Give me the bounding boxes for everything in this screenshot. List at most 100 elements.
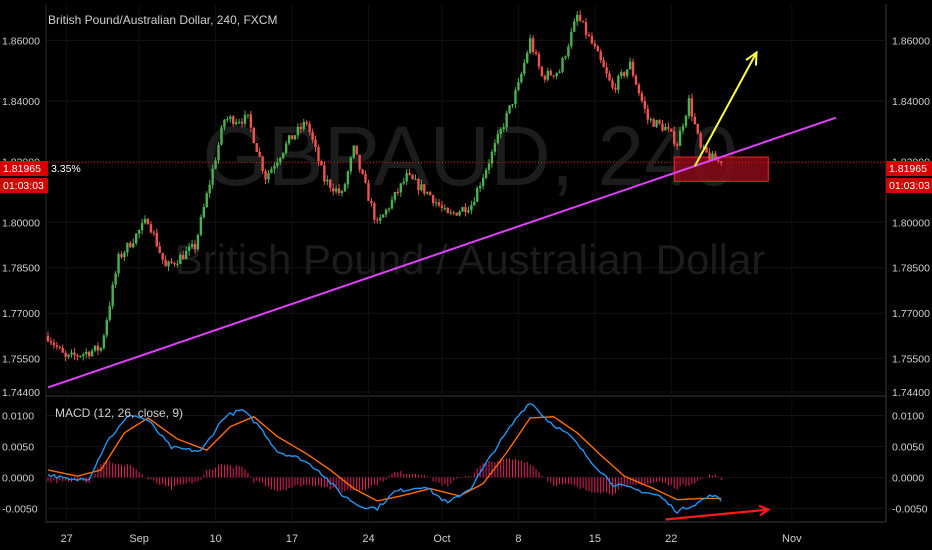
candle <box>390 195 394 210</box>
candle <box>176 260 179 268</box>
candle-body <box>655 120 658 127</box>
candle <box>334 185 338 195</box>
candle-body <box>331 187 335 192</box>
candle-body <box>190 243 194 247</box>
price-tick-label-right: 1.84000 <box>892 96 930 108</box>
signal-line <box>47 415 722 502</box>
candle-body <box>714 153 717 161</box>
candle <box>470 200 473 215</box>
candle-body <box>414 178 417 180</box>
candle-body <box>114 273 117 285</box>
candle-body <box>499 129 502 135</box>
candle-body <box>693 116 696 125</box>
candle-body <box>528 38 532 53</box>
candle <box>678 126 682 146</box>
candle <box>652 117 655 127</box>
candle <box>646 104 649 125</box>
candle-body <box>299 126 303 129</box>
candle <box>590 32 594 45</box>
candle <box>252 127 255 144</box>
candle-body <box>226 118 229 120</box>
candle <box>220 124 223 146</box>
candle <box>396 188 400 196</box>
left-countdown: 01:03:03 <box>3 180 44 192</box>
candle <box>552 75 555 79</box>
right-countdown-tag <box>886 178 932 193</box>
candle <box>85 348 88 359</box>
candle <box>311 128 314 144</box>
candle <box>537 51 541 70</box>
candle <box>661 119 664 132</box>
candle <box>576 11 579 26</box>
candle <box>114 270 117 289</box>
candle <box>352 145 355 160</box>
candle-body <box>628 61 632 70</box>
candle <box>473 197 476 207</box>
price-tick-label-right: 1.77000 <box>892 308 930 320</box>
candle <box>117 252 120 277</box>
candle <box>234 118 238 126</box>
price-pane[interactable] <box>46 10 886 389</box>
candle-body <box>76 355 79 357</box>
candle <box>58 345 61 350</box>
change-percent: 3.35% <box>51 163 81 175</box>
candle <box>376 216 379 224</box>
candle <box>508 104 511 115</box>
candle-body <box>343 184 347 192</box>
candle-body <box>67 354 70 357</box>
candle-body <box>258 152 261 157</box>
candle <box>705 146 708 154</box>
candle <box>602 56 605 68</box>
candle-body <box>508 105 511 113</box>
candle <box>467 206 470 214</box>
candle-body <box>420 184 423 191</box>
candle <box>440 200 444 212</box>
macd-tick-label-right: 0.0000 <box>892 472 924 484</box>
right-price-value: 1.81965 <box>889 163 927 175</box>
candle <box>611 77 614 90</box>
candle <box>90 348 94 358</box>
candle-body <box>652 119 655 127</box>
candle-body <box>534 51 538 55</box>
candle <box>608 70 611 82</box>
candle-body <box>493 143 497 152</box>
candle <box>49 337 53 346</box>
candle-body <box>640 93 644 101</box>
candle-body <box>52 342 56 346</box>
candle-body <box>546 70 549 80</box>
target-arrow-shaft <box>693 52 758 167</box>
candle <box>331 183 335 196</box>
candle <box>599 48 602 64</box>
candle <box>208 180 211 199</box>
candle <box>205 191 208 209</box>
macd-tick-label-left: 0.0000 <box>2 472 34 484</box>
candle <box>270 166 273 174</box>
candle <box>405 169 408 186</box>
candle <box>573 18 576 33</box>
candle-body <box>608 73 611 81</box>
candle-body <box>320 161 323 166</box>
candle-body <box>537 54 541 67</box>
candle <box>102 333 106 350</box>
candle <box>126 242 129 257</box>
candle-body <box>393 192 397 200</box>
candle <box>61 344 64 353</box>
candle-body <box>279 157 282 163</box>
candle <box>593 40 597 50</box>
price-tick-label-right: 1.75500 <box>892 354 930 366</box>
candle <box>232 115 235 127</box>
candle <box>229 114 232 123</box>
candle <box>681 123 685 135</box>
candle-body <box>490 151 494 164</box>
candle <box>196 233 200 252</box>
candle-body <box>199 217 203 235</box>
candle-body <box>576 14 579 22</box>
target-arrow-head <box>745 50 758 66</box>
candle-body <box>478 185 482 189</box>
candle <box>299 122 303 134</box>
candle-body <box>187 246 191 251</box>
left-price-tag <box>0 161 48 176</box>
price-tick-label-left: 1.78500 <box>2 263 40 275</box>
macd-pane[interactable] <box>47 402 771 521</box>
